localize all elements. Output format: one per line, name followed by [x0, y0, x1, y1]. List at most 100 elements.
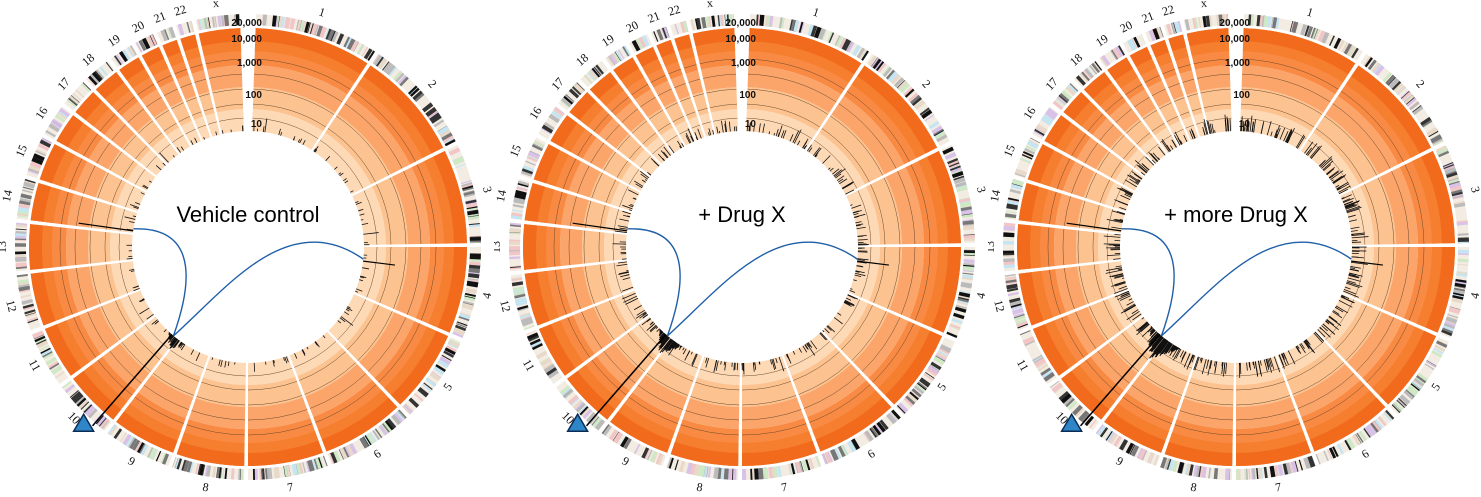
triangle-marker-icon — [1060, 412, 1083, 433]
chromosome-sector-13: 13 — [494, 222, 627, 272]
chromosome-sector-8: 8 — [172, 356, 246, 494]
chromosome-label: 12 — [3, 298, 19, 313]
chromosome-sector-3: 3 — [846, 144, 988, 246]
chromosome-sector-2: 2 — [806, 53, 950, 195]
chromosome-sector-11: 11 — [26, 290, 155, 384]
translocation-link — [627, 228, 681, 337]
chromosome-label: x — [1200, 0, 1208, 10]
chromosome-sector-4: 4 — [1342, 246, 1481, 339]
chromosome-sector-2: 2 — [1300, 53, 1444, 195]
chromosome-label: 13 — [494, 241, 503, 253]
chromosome-sector-9: 9 — [107, 339, 209, 469]
panel-title: + more Drug X — [1164, 202, 1308, 227]
scale-label: 10,000 — [231, 34, 262, 45]
chromosome-sector-6: 6 — [783, 331, 901, 465]
panel-title: Vehicle control — [176, 202, 319, 227]
chromosome-sector-21: 21 — [152, 8, 211, 141]
chromosome-label: 8 — [1190, 480, 1198, 495]
chromosome-sector-10: 10 — [555, 316, 671, 431]
chromosome-sector-4: 4 — [848, 246, 988, 339]
chromosome-sector-7: 7 — [247, 356, 328, 495]
chromosome-sector-20: 20 — [624, 18, 695, 146]
chromosome-label: 20 — [624, 18, 641, 36]
chromosome-sector-21: 21 — [646, 8, 705, 141]
chromosome-label: 11 — [26, 357, 44, 374]
chromosome-sector-7: 7 — [741, 356, 822, 494]
chromosome-sector-1: 1 — [746, 5, 869, 150]
chromosome-label: 9 — [1114, 454, 1126, 469]
chromosome-label: 13 — [0, 241, 9, 253]
chromosome-sector-17: 17 — [1042, 75, 1155, 176]
chromosome-label: 12 — [497, 298, 513, 313]
chromosome-sector-11: 11 — [1014, 290, 1143, 384]
chromosome-label: 7 — [1274, 480, 1282, 495]
chromosome-sector-17: 17 — [54, 75, 166, 176]
chromosome-label: 21 — [1140, 8, 1156, 25]
chromosome-sector-12: 12 — [3, 261, 140, 331]
chromosome-label: 5 — [440, 380, 455, 393]
chromosome-sector-22: 22 — [1160, 2, 1209, 137]
chromosome-sector-20: 20 — [1118, 18, 1189, 146]
chromosome-sector-14: 14 — [988, 178, 1126, 233]
translocation-link — [1160, 241, 1352, 337]
chromosome-sector-20: 20 — [130, 18, 201, 146]
chromosome-label: 15 — [1001, 143, 1019, 160]
chromosome-label: 14 — [494, 188, 509, 203]
chromosome-label: 18 — [79, 51, 97, 69]
chromosome-sector-x: x — [195, 0, 244, 134]
chromosome-sector-1: 1 — [1240, 5, 1363, 150]
scale-label: 10 — [1239, 119, 1251, 130]
chromosome-sector-4: 4 — [354, 246, 494, 339]
chromosome-sector-19: 19 — [105, 31, 190, 154]
chromosome-sector-13: 13 — [988, 222, 1121, 272]
chromosome-label: 4 — [479, 291, 494, 300]
scale-label: 20,000 — [725, 18, 756, 29]
scale-label: 10,000 — [725, 34, 756, 45]
scale-label: 100 — [1233, 90, 1250, 101]
chromosome-sector-15: 15 — [507, 137, 640, 212]
chromosome-label: 12 — [991, 298, 1007, 313]
chromosome-sector-6: 6 — [289, 331, 407, 465]
chromosome-label: 22 — [666, 2, 681, 19]
translocation-link — [133, 228, 187, 337]
chromosome-label: 1 — [317, 5, 327, 20]
chromosome-label: 14 — [988, 188, 1003, 203]
chromosome-label: 7 — [286, 480, 294, 495]
chromosome-sector-x: x — [1183, 0, 1232, 135]
chromosome-sector-x: x — [689, 0, 738, 134]
chromosome-label: 5 — [1428, 380, 1443, 393]
chromosome-label: 17 — [548, 75, 566, 93]
chromosome-label: 22 — [172, 2, 187, 19]
chromosome-label: 13 — [988, 241, 997, 253]
chromosome-label: 19 — [1093, 31, 1111, 49]
chromosome-sector-15: 15 — [1001, 137, 1134, 212]
scale-label: 1,000 — [731, 58, 756, 69]
chromosome-label: 5 — [934, 380, 949, 393]
chromosome-label: 3 — [974, 185, 988, 194]
chromosome-sector-16: 16 — [1020, 104, 1144, 191]
chromosome-sector-8: 8 — [1160, 356, 1234, 495]
chromosome-label: 6 — [1359, 446, 1372, 461]
chromosome-label: 22 — [1160, 2, 1175, 19]
chromosome-label: 20 — [1118, 18, 1135, 36]
translocation-link — [1121, 228, 1175, 337]
chromosome-label: 9 — [126, 454, 138, 469]
chromosome-sector-9: 9 — [601, 339, 703, 469]
breakpoint-line — [1079, 334, 1161, 427]
scale-label: 20,000 — [231, 18, 262, 29]
scale-label: 100 — [739, 90, 756, 101]
chromosome-label: 14 — [0, 188, 15, 203]
chromosome-sector-8: 8 — [666, 356, 740, 494]
scale-label: 1,000 — [237, 58, 262, 69]
chromosome-sector-13: 13 — [0, 222, 133, 272]
scale-label: 10 — [251, 119, 263, 130]
scale-label: 10,000 — [1219, 34, 1250, 45]
chromosome-sector-21: 21 — [1140, 8, 1199, 141]
chromosome-label: 2 — [919, 77, 933, 91]
chromosome-label: 1 — [1305, 5, 1315, 20]
scale-label: 100 — [245, 90, 262, 101]
